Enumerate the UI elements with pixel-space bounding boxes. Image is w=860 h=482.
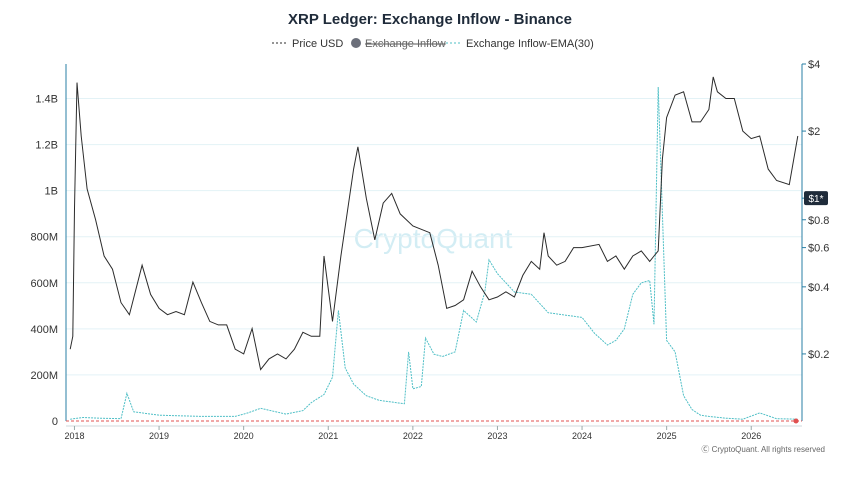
y-left-tick-label: 1B <box>45 186 58 198</box>
copyright-footer: Ⓒ CryptoQuant. All rights reserved <box>701 445 825 454</box>
x-tick-label: 2026 <box>741 431 761 441</box>
price-series <box>69 76 799 371</box>
y-right-tick-label: $0.6 <box>808 243 829 255</box>
y-right-tick-label: $0.4 <box>808 282 829 294</box>
y-left-tick-label: 1.2B <box>35 140 58 152</box>
legend-inflow-swatch <box>351 38 361 48</box>
zero-marker <box>793 418 799 424</box>
legend-inflow-label[interactable]: Exchange Inflow <box>365 38 446 50</box>
gridlines <box>66 98 802 376</box>
ema-series <box>70 86 798 420</box>
legend-price-label[interactable]: Price USD <box>292 38 343 50</box>
x-tick-label: 2022 <box>403 431 423 441</box>
y-left-tick-label: 600M <box>30 278 58 290</box>
legend-ema-label[interactable]: Exchange Inflow-EMA(30) <box>466 38 594 50</box>
axes <box>65 64 803 427</box>
y-axis-right-ticks: $0.2$0.4$0.6$0.8$1$2$4 <box>802 59 829 361</box>
price-badge-text: $1* <box>808 194 823 205</box>
y-right-tick-label: $4 <box>808 59 820 71</box>
legend: Price USD Exchange Inflow Exchange Inflo… <box>272 38 594 50</box>
x-tick-label: 2024 <box>572 431 592 441</box>
watermark: CryptoQuant <box>354 223 513 254</box>
y-axis-left-ticks: 0 200M 400M 600M 800M 1B 1.2B 1.4B <box>30 94 58 428</box>
price-badge-bg <box>804 191 828 206</box>
current-price-badge: $1* <box>804 191 828 206</box>
x-axis-ticks: 2018 2019 2020 2021 2022 2023 2024 2025 2026 <box>64 426 761 441</box>
y-right-tick-label: $2 <box>808 126 820 138</box>
x-tick-label: 2019 <box>149 431 169 441</box>
x-tick-label: 2021 <box>318 431 338 441</box>
ema-line <box>70 86 798 420</box>
x-tick-label: 2023 <box>487 431 507 441</box>
x-tick-label: 2020 <box>234 431 254 441</box>
y-right-tick-label: $0.8 <box>808 215 829 227</box>
x-tick-label: 2018 <box>64 431 84 441</box>
chart-title: XRP Ledger: Exchange Inflow - Binance <box>288 11 572 28</box>
y-left-tick-label: 800M <box>30 232 58 244</box>
price-line <box>69 76 799 371</box>
y-left-tick-label: 0 <box>52 416 58 428</box>
y-left-tick-label: 400M <box>30 324 58 336</box>
y-right-tick-label: $0.2 <box>808 349 829 361</box>
y-left-tick-label: 1.4B <box>35 94 58 106</box>
y-left-tick-label: 200M <box>30 370 58 382</box>
x-tick-label: 2025 <box>657 431 677 441</box>
